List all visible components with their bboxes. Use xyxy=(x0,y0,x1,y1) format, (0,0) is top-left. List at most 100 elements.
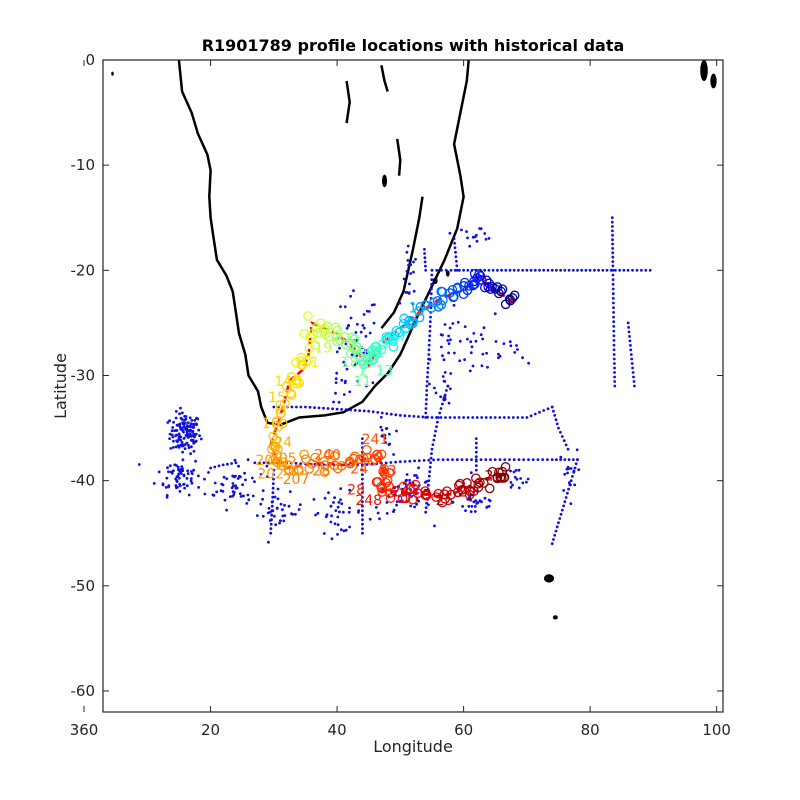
historical-point-158 xyxy=(403,414,407,418)
profile-marker-195 xyxy=(385,488,395,498)
historical-point-510 xyxy=(194,422,198,426)
historical-point-653 xyxy=(276,497,280,501)
island-1 xyxy=(710,73,717,89)
profile-marker-161 xyxy=(319,467,330,478)
profile-marker-105 xyxy=(308,328,319,339)
profile-marker-118 xyxy=(296,356,307,366)
historical-point-704 xyxy=(339,528,343,532)
historical-point-812 xyxy=(371,381,375,385)
historical-point-470 xyxy=(179,406,182,410)
historical-point-585 xyxy=(186,472,190,475)
historical-point-603 xyxy=(245,502,249,505)
historical-point-47 xyxy=(631,268,634,272)
historical-point-468 xyxy=(179,438,183,442)
profile-label-4: 1 xyxy=(358,364,367,380)
historical-point-50 xyxy=(644,268,648,272)
historical-point-263 xyxy=(574,462,578,466)
historical-point-260 xyxy=(571,458,575,461)
historical-point-314 xyxy=(427,474,431,478)
historical-point-19 xyxy=(512,268,516,272)
historical-point-924 xyxy=(483,232,487,235)
historical-point-55 xyxy=(430,282,433,286)
historical-point-820 xyxy=(408,282,411,286)
historical-point-426 xyxy=(174,445,178,449)
historical-point-862 xyxy=(494,340,498,343)
historical-point-609 xyxy=(250,476,254,480)
historical-point-882 xyxy=(449,372,453,375)
historical-point-322 xyxy=(424,510,428,514)
historical-point-188 xyxy=(538,410,541,414)
historical-point-787 xyxy=(354,331,358,334)
historical-point-146 xyxy=(349,408,352,412)
historical-point-116 xyxy=(612,329,616,333)
historical-point-848 xyxy=(449,338,452,342)
historical-point-80 xyxy=(425,398,428,401)
profile-marker-170 xyxy=(345,458,356,469)
historical-point-183 xyxy=(516,416,520,419)
historical-point-496 xyxy=(174,410,178,413)
historical-point-169 xyxy=(453,416,456,419)
historical-point-189 xyxy=(542,409,546,412)
historical-point-844 xyxy=(446,339,450,342)
historical-point-786 xyxy=(355,354,358,358)
historical-point-834 xyxy=(452,303,456,307)
historical-point-957 xyxy=(559,455,563,459)
profile-marker-97 xyxy=(332,325,343,336)
historical-point-989 xyxy=(497,352,500,356)
historical-point-362 xyxy=(627,330,631,334)
historical-point-580 xyxy=(175,486,178,490)
historical-point-143 xyxy=(335,407,339,411)
historical-point-655 xyxy=(256,514,259,517)
profile-marker-156 xyxy=(300,454,311,465)
historical-point-694 xyxy=(327,491,330,495)
y-tick-label-1: -10 xyxy=(71,156,96,174)
profile-marker-83 xyxy=(354,351,365,362)
profile-label-8: 1 xyxy=(310,355,319,371)
profile-marker-130 xyxy=(275,404,286,415)
historical-point-5 xyxy=(453,268,457,272)
profile-label-1: 1 xyxy=(376,346,385,362)
historical-point-333 xyxy=(361,486,364,490)
historical-point-269 xyxy=(567,487,570,491)
historical-point-392 xyxy=(474,446,478,449)
historical-point-818 xyxy=(411,302,415,306)
historical-point-853 xyxy=(463,358,466,361)
historical-point-868 xyxy=(474,339,478,343)
historical-point-951 xyxy=(338,346,341,350)
historical-point-167 xyxy=(444,416,447,419)
historical-point-631 xyxy=(237,464,240,468)
historical-point-629 xyxy=(221,483,225,487)
historical-point-323 xyxy=(361,531,364,535)
island-3 xyxy=(552,615,558,620)
historical-point-921 xyxy=(465,230,468,234)
historical-point-391 xyxy=(474,441,478,445)
historical-point-13 xyxy=(487,268,491,272)
historical-point-895 xyxy=(395,500,399,503)
historical-point-34 xyxy=(576,268,579,272)
historical-point-678 xyxy=(340,502,344,505)
historical-point-614 xyxy=(241,483,245,487)
profile-marker-135 xyxy=(273,421,284,432)
historical-point-474 xyxy=(175,433,179,437)
historical-point-901 xyxy=(405,473,409,476)
historical-point-741 xyxy=(409,504,413,508)
historical-point-138 xyxy=(313,406,316,409)
profile-marker-197 xyxy=(398,481,409,492)
historical-point-886 xyxy=(434,391,438,395)
historical-point-644 xyxy=(268,519,272,522)
historical-point-759 xyxy=(468,495,471,499)
historical-point-583 xyxy=(203,477,206,481)
profile-marker-202 xyxy=(407,494,418,505)
historical-point-7 xyxy=(462,268,465,272)
historical-point-537 xyxy=(175,464,178,467)
historical-point-177 xyxy=(489,416,493,419)
historical-point-523 xyxy=(191,439,195,443)
historical-point-92 xyxy=(610,220,614,224)
historical-point-964 xyxy=(573,483,577,487)
historical-point-436 xyxy=(174,416,178,420)
historical-point-285 xyxy=(553,414,557,417)
historical-point-793 xyxy=(347,324,350,327)
historical-point-839 xyxy=(447,351,450,355)
